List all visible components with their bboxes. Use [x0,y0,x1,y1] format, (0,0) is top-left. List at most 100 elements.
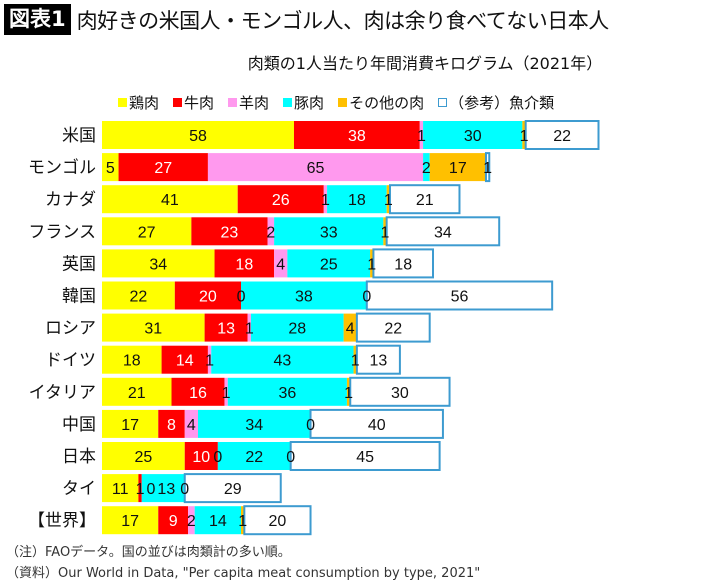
bar-segment [171,377,225,406]
bar-segment [346,377,351,406]
bar-segment [243,505,312,536]
data-label: 0 [237,289,246,306]
category-label: ロシア [45,319,96,339]
data-label: 2 [187,513,196,530]
bar-segment [191,217,268,246]
data-label: 25 [320,256,338,273]
bar-segment [247,313,251,342]
data-label: 29 [224,481,242,498]
data-label: 1 [136,481,145,498]
data-label: 40 [368,417,386,434]
bar-segment [214,249,275,278]
data-label: 8 [167,417,176,434]
data-label: 13 [217,321,235,338]
data-label: 4 [346,321,355,338]
bar-segment [372,248,435,279]
data-label: 20 [269,513,287,530]
data-label: 17 [121,417,139,434]
legend-swatch [283,98,293,107]
bar-segment [102,345,162,374]
bar-segment [423,121,523,149]
bar-segment [183,473,282,504]
bar-segment [274,217,384,246]
data-label: 17 [121,513,139,530]
data-label: 1 [520,128,529,145]
legend-item: 鶏肉 [118,92,159,113]
data-label: 0 [147,481,156,498]
data-label: 14 [209,513,227,530]
data-label: 1 [238,513,247,530]
bar-segment [184,409,198,438]
legend-swatch [438,98,448,107]
category-label: 英国 [62,254,96,274]
category-label: ドイツ [45,351,96,371]
data-label: 10 [192,449,210,466]
data-label: 1 [344,385,353,402]
bar-segment [323,185,328,214]
data-label: 4 [187,417,196,434]
legend-label: 牛肉 [184,94,215,112]
bar-segment [158,409,185,438]
bar-segment [188,506,195,535]
bar-segment [211,345,354,374]
data-label: 1 [321,192,330,209]
bar-segment [419,121,424,149]
bar-segment [204,313,248,342]
data-label: 58 [189,128,207,145]
legend-label: 豚肉 [294,94,325,112]
legend-item: 牛肉 [173,92,214,113]
data-label: 0 [306,417,315,434]
data-label: 41 [161,192,179,209]
data-label: 22 [553,128,571,145]
bar-segment [383,217,387,246]
data-label: 22 [384,321,402,338]
bar-segment [102,313,205,342]
bar-segment [353,345,357,374]
bar-segment [161,345,208,374]
category-label: 米国 [62,126,96,146]
data-label: 1 [417,128,426,145]
bar-segment [207,153,424,182]
bar-segment [102,442,185,470]
legend: 鶏肉 牛肉 羊肉 豚肉 その他の肉 （参考）魚介類 [118,92,554,113]
bar-segment [118,153,208,182]
bar-segment [355,312,431,343]
bar-segment [524,120,600,150]
category-label: 【世界】 [28,511,96,531]
data-label: 0 [180,481,189,498]
legend-swatch [118,98,127,107]
bar-segment [102,121,294,149]
bar-segment [141,474,185,503]
data-label: 34 [434,224,452,241]
category-label: タイ [62,479,96,499]
bar-segment [102,506,159,535]
bar-segment [184,442,218,470]
bar-segment [217,442,291,470]
bar-segment [293,121,420,149]
data-label: 45 [356,449,374,466]
data-label: 5 [106,160,115,177]
bar-segment [197,409,311,438]
bar-segment [158,506,189,535]
footnote-source: （資料）Our World in Data, "Per capita meat … [6,566,481,581]
data-label: 18 [235,256,253,273]
data-label: 34 [245,417,263,434]
bar-segment [102,281,175,310]
legend-label: 鶏肉 [129,94,160,112]
legend-label: （参考）魚介類 [449,94,555,112]
bar-segment [327,185,387,214]
bar-segment [174,281,242,310]
bar-segment [429,153,486,182]
legend-label: その他の肉 [349,94,425,112]
data-label: 11 [112,481,129,498]
data-label: 21 [416,192,434,209]
data-label: 31 [144,321,162,338]
legend-item: 豚肉 [283,92,324,113]
data-label: 18 [394,256,412,273]
data-label: 26 [272,192,290,209]
data-label: 30 [391,385,409,402]
data-label: 28 [288,321,306,338]
chart-title: 肉類の1人当たり年間消費キログラム（2021年） [247,54,603,73]
category-label: 中国 [62,415,96,435]
